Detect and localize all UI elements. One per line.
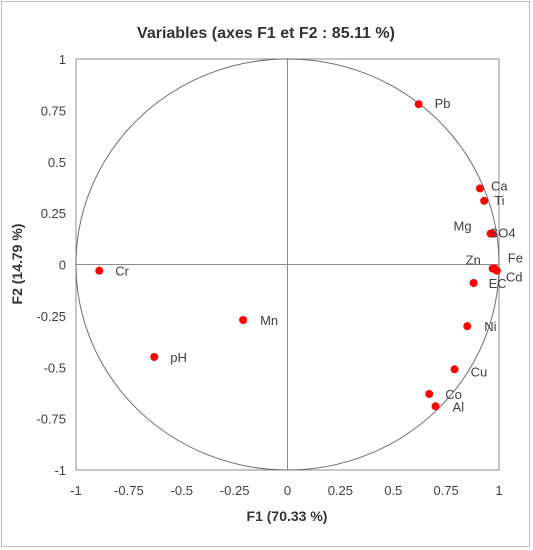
point-mn [239, 315, 248, 324]
correlation-circle [75, 58, 500, 471]
point-label-ec: EC [489, 276, 507, 291]
y-tick-label: 0.5 [48, 155, 66, 170]
point-zn [488, 264, 497, 273]
point-label-so4: SO4 [490, 226, 516, 241]
point-cu [450, 365, 459, 374]
point-label-ni: Ni [484, 319, 496, 334]
y-tick-label: 0.75 [41, 103, 66, 118]
x-tick-label: -1 [70, 483, 82, 498]
point-so4 [488, 229, 497, 238]
point-ca [475, 184, 484, 193]
y-tick-label: -0.25 [36, 309, 66, 324]
point-ec [469, 278, 478, 287]
y-axis-title: F2 (14.79 %) [9, 224, 25, 305]
point-ni [463, 322, 472, 331]
x-axis-title: F1 (70.33 %) [247, 508, 328, 524]
y-tick-label: 0 [59, 258, 66, 273]
point-label-cu: Cu [471, 364, 488, 379]
x-tick-label: 1 [495, 483, 502, 498]
point-label-ti: Ti [494, 193, 504, 208]
point-co [425, 389, 434, 398]
x-tick-label: 0 [284, 483, 291, 498]
x-tick-label: 0.75 [433, 483, 458, 498]
point-pb [414, 100, 423, 109]
point-label-cr: Cr [115, 264, 129, 279]
ticks-layer: -1 -0.75 -0.5 -0.25 0 0.25 0.5 0.75 1 1 0.75 0.5 0.2… [36, 52, 502, 498]
point-label-co: Co [445, 387, 462, 402]
point-label-cd: Cd [506, 270, 523, 285]
chart-title: Variables (axes F1 et F2 : 85.11 %) [137, 25, 395, 42]
point-label-mg: Mg [454, 219, 472, 234]
point-label-zn: Zn [466, 253, 481, 268]
point-ti [480, 196, 489, 205]
y-tick-label: -0.75 [36, 412, 66, 427]
x-tick-label: -0.5 [171, 483, 193, 498]
point-al [431, 402, 440, 411]
axes-layer [75, 58, 500, 471]
x-tick-label: 0.25 [328, 483, 353, 498]
x-tick-label: -0.75 [114, 483, 144, 498]
y-tick-label: 0.25 [41, 206, 66, 221]
point-label-ph: pH [170, 350, 187, 365]
x-tick-label: -0.25 [220, 483, 250, 498]
y-tick-label: -0.5 [44, 360, 66, 375]
point-label-fe: Fe [508, 251, 523, 266]
y-tick-label: -1 [54, 463, 66, 478]
x-tick-label: 0.5 [384, 483, 402, 498]
point-label-ca: Ca [491, 178, 508, 193]
y-tick-label: 1 [59, 52, 66, 67]
point-ph [150, 352, 159, 361]
point-label-pb: Pb [435, 96, 451, 111]
point-cr [95, 266, 104, 275]
point-label-al: Al [453, 399, 465, 414]
point-label-mn: Mn [260, 313, 278, 328]
